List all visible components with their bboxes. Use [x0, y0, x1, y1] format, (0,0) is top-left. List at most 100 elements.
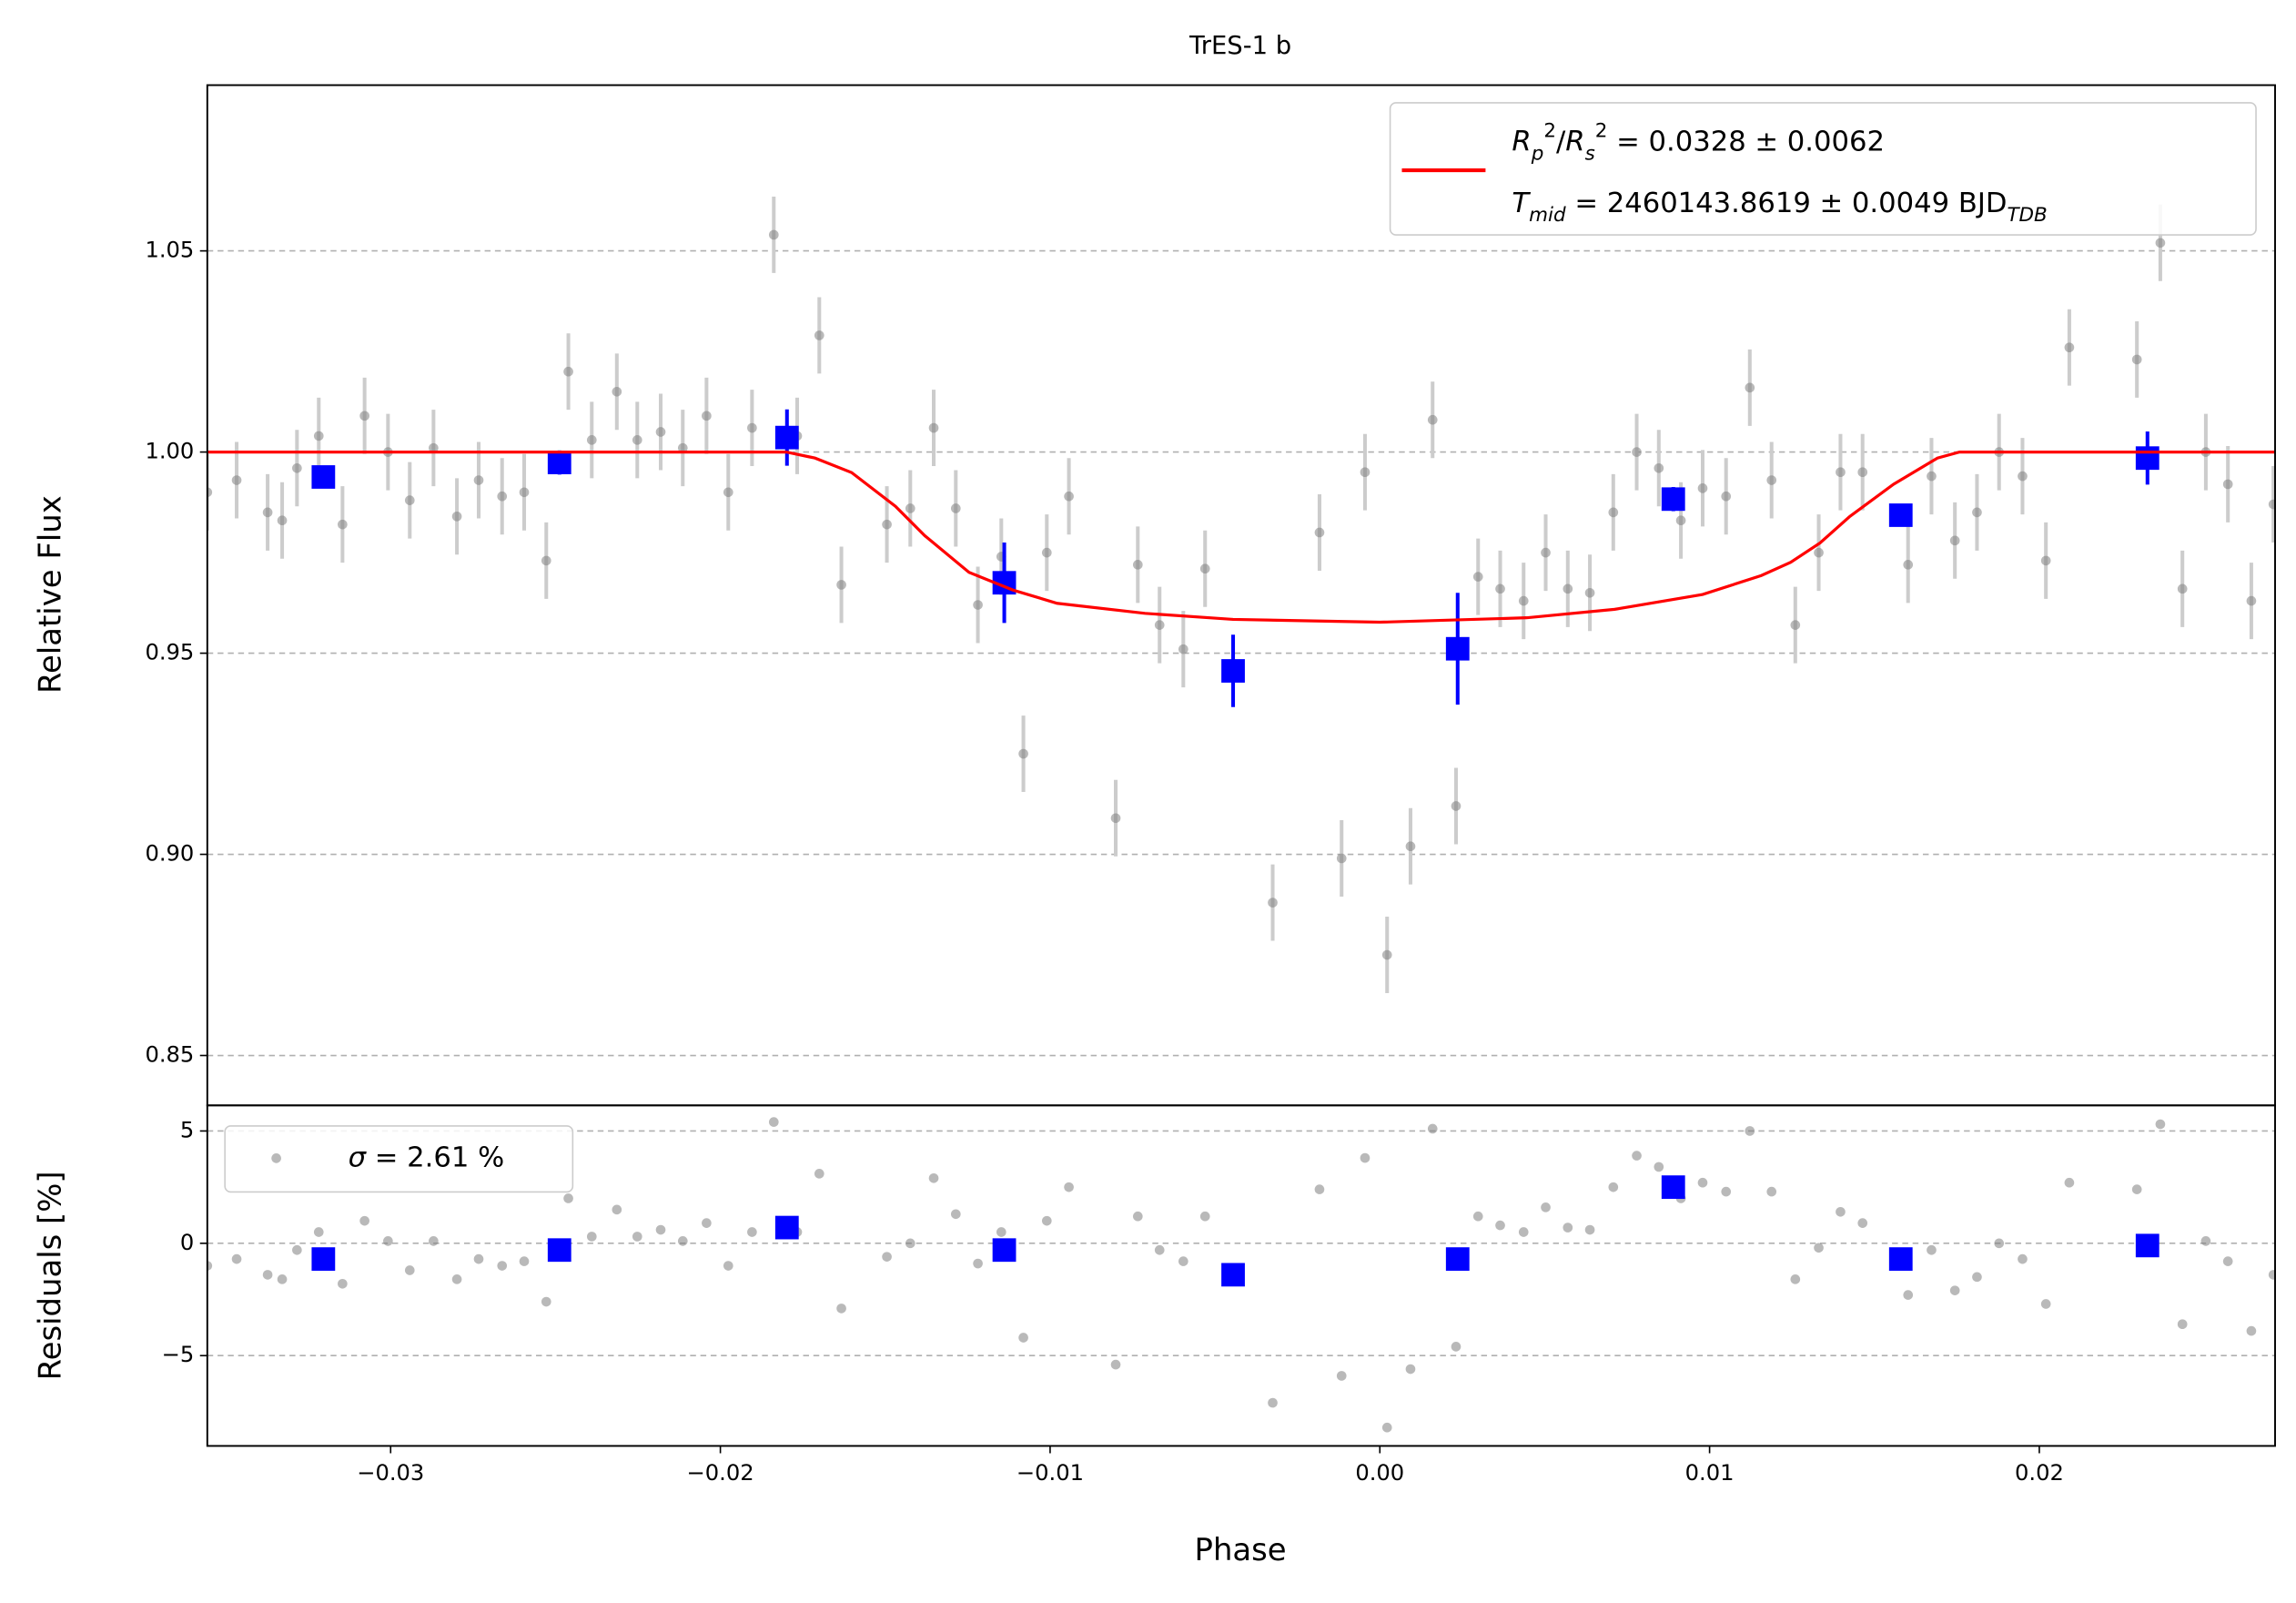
data-point — [1336, 1371, 1347, 1381]
data-point — [1427, 414, 1438, 425]
x-axis-label: Phase — [1195, 1532, 1287, 1567]
data-point — [1608, 1182, 1619, 1192]
data-point — [2177, 583, 2188, 594]
data-point — [473, 475, 484, 485]
model-line — [207, 450, 2276, 624]
legend-text-part: = 2.61 % — [366, 1141, 504, 1173]
data-point — [1495, 1220, 1505, 1231]
data-point — [292, 1244, 302, 1255]
data-point — [882, 1252, 892, 1262]
data-point — [950, 503, 961, 513]
data-point — [723, 1261, 733, 1271]
y-axis-label: Residuals [%] — [32, 1171, 67, 1380]
data-point — [1857, 467, 1868, 478]
data-point — [1336, 853, 1347, 864]
data-point — [747, 422, 757, 433]
data-point — [429, 1236, 439, 1246]
data-point — [207, 1261, 213, 1271]
data-point — [1836, 467, 1846, 478]
data-point — [1697, 483, 1708, 493]
data-point — [1814, 1243, 1824, 1253]
data-point — [1608, 507, 1619, 518]
data-point — [2064, 342, 2075, 353]
binned-point — [547, 451, 571, 474]
data-point — [404, 495, 415, 505]
x-tick-label: 0.00 — [1355, 1460, 1404, 1486]
data-point — [1745, 1126, 1755, 1136]
data-point — [1314, 1184, 1325, 1194]
data-point — [702, 411, 712, 421]
data-point — [2200, 1236, 2211, 1246]
data-point — [928, 1172, 939, 1183]
data-point — [1563, 1223, 1573, 1233]
plot-area — [207, 1117, 2276, 1433]
data-point — [1360, 467, 1371, 478]
data-point — [1018, 1333, 1028, 1343]
data-point — [473, 1253, 484, 1264]
binned-point — [2135, 1233, 2159, 1258]
data-point — [1972, 1272, 1982, 1283]
legend-text-part: R — [1512, 126, 1531, 157]
data-point — [519, 1256, 530, 1266]
binned-point — [2135, 446, 2159, 471]
data-point — [1018, 748, 1028, 759]
data-point — [882, 519, 892, 530]
x-tick-label: 0.01 — [1685, 1460, 1735, 1486]
data-point — [1836, 1206, 1846, 1217]
data-point — [338, 1278, 348, 1289]
data-point — [1451, 801, 1462, 811]
data-point — [928, 422, 939, 433]
x-tick-label: −0.01 — [1017, 1460, 1084, 1486]
data-point — [1949, 1285, 1960, 1295]
y-tick-label: 0.95 — [145, 640, 194, 665]
data-point — [231, 1253, 242, 1264]
data-point — [563, 366, 573, 377]
data-point — [747, 1227, 757, 1237]
data-point — [1584, 1224, 1595, 1235]
data-point — [1584, 587, 1595, 598]
data-point — [1745, 382, 1755, 393]
data-point — [1518, 595, 1529, 606]
data-point — [1381, 1422, 1392, 1433]
data-point — [973, 1258, 983, 1269]
binned-point — [1661, 487, 1685, 512]
data-point — [1766, 475, 1777, 485]
legend-text-part: mid — [1529, 204, 1566, 227]
data-point — [1994, 1238, 2005, 1249]
data-point — [1903, 1290, 1914, 1300]
data-point — [768, 229, 779, 240]
data-point — [1268, 898, 1278, 908]
data-point — [655, 1224, 666, 1235]
data-point — [313, 431, 324, 441]
binned-point — [547, 1238, 571, 1263]
data-point — [2018, 1253, 2028, 1264]
legend-text-part: 2 — [1543, 119, 1556, 142]
data-point — [1110, 813, 1121, 824]
data-point — [1405, 1364, 1416, 1375]
data-point — [612, 386, 622, 397]
data-point — [1178, 1256, 1188, 1266]
data-point — [1199, 563, 1210, 574]
legend-text-part: 2 — [1595, 119, 1608, 142]
binned-point — [311, 1247, 336, 1272]
data-point — [950, 1209, 961, 1220]
data-point — [2040, 1299, 2051, 1309]
data-point — [404, 1265, 415, 1275]
data-point — [1381, 949, 1392, 960]
data-point — [1064, 491, 1074, 502]
data-point — [1451, 1342, 1462, 1352]
data-point — [1814, 547, 1824, 558]
x-tick-label: −0.02 — [687, 1460, 754, 1486]
legend-box — [1389, 102, 2257, 236]
data-point — [1178, 644, 1188, 654]
data-point — [905, 503, 915, 513]
legend-text: Rp2/Rs2 = 0.0328 ± 0.0062 — [1512, 119, 1885, 165]
binned-point — [1221, 659, 1245, 683]
data-point — [2222, 479, 2233, 490]
x-tick-label: −0.03 — [357, 1460, 424, 1486]
data-point — [2268, 1270, 2276, 1280]
data-point — [1927, 471, 1937, 482]
binned-point — [1661, 1175, 1685, 1200]
data-point — [655, 427, 666, 437]
